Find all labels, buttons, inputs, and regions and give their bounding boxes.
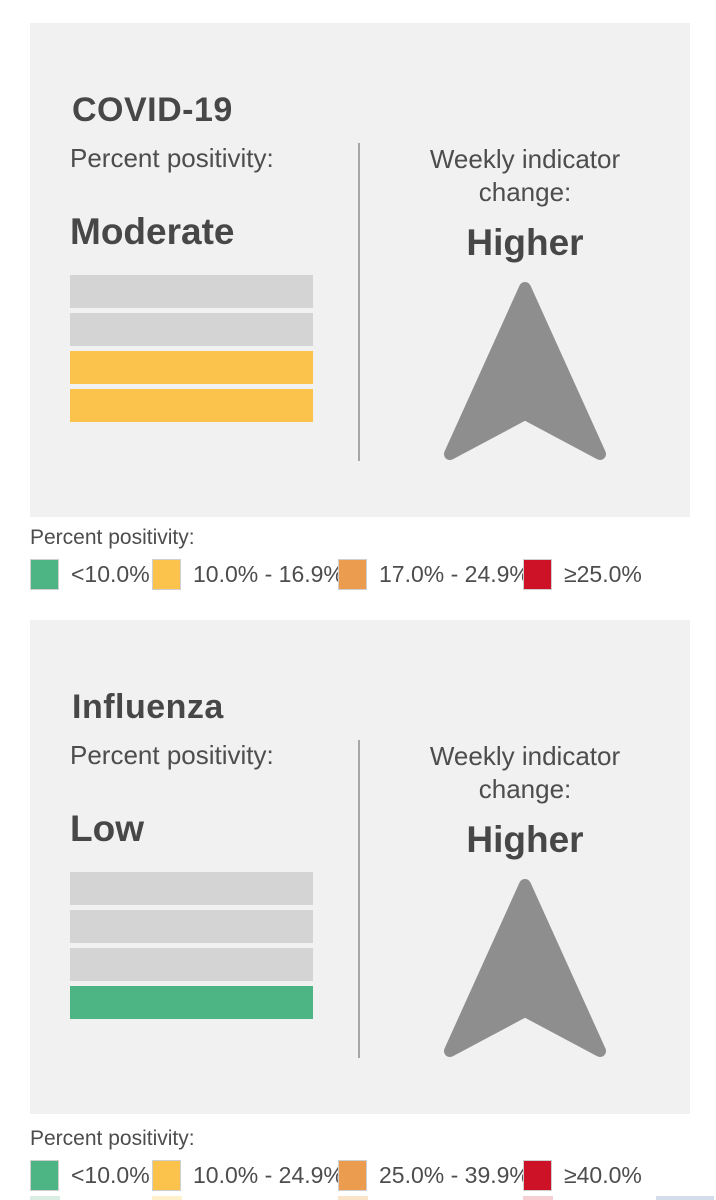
legend-swatch-green [30,559,59,590]
covid-positivity-legend: Percent positivity: <10.0% 10.0% - 16.9%… [30,526,690,593]
higher-arrow-icon [440,873,610,1061]
legend-label: 17.0% - 24.9% [379,561,530,587]
legend-swatch-yellow [152,1160,181,1191]
influenza-indicator-card: Influenza Percent positivity: Low Weekly… [30,620,690,1114]
weekly-indicator-change-label: Weekly indicator change: [429,741,621,804]
positivity-level-bars [70,872,313,1019]
level-bar [70,948,313,981]
legend-label: 10.0% - 16.9% [193,561,344,587]
legend-swatch-yellow [152,559,181,590]
clipped-swatch [30,1196,60,1200]
clipped-swatch [152,1196,182,1200]
legend-item: ≥40.0% [523,1160,642,1191]
weekly-indicator-change-value: Higher [466,819,584,860]
level-bar [70,910,313,943]
legend-label: 10.0% - 24.9% [193,1162,344,1188]
legend-item: 25.0% - 39.9% [338,1160,530,1191]
covid-19-indicator-card: COVID-19 Percent positivity: Moderate We… [30,23,690,517]
clipped-swatch [338,1196,368,1200]
legend-row: <10.0% 10.0% - 16.9% 17.0% - 24.9% ≥25.0… [30,559,690,593]
level-bar [70,351,313,384]
influenza-positivity-legend: Percent positivity: <10.0% 10.0% - 24.9%… [30,1127,690,1194]
legend-label: <10.0% [71,561,150,587]
higher-arrow-icon [440,276,610,464]
level-bar [70,275,313,308]
level-bar [70,313,313,346]
clipped-swatch [523,1196,553,1200]
legend-row: <10.0% 10.0% - 24.9% 25.0% - 39.9% ≥40.0… [30,1160,690,1194]
legend-item: 10.0% - 24.9% [152,1160,344,1191]
weekly-change-section: Weekly indicator change: Higher [365,740,685,1061]
weekly-indicator-change-label: Weekly indicator change: [429,144,621,207]
legend-item: 17.0% - 24.9% [338,559,530,590]
legend-item: 10.0% - 16.9% [152,559,344,590]
legend-title: Percent positivity: [30,1127,195,1150]
percent-positivity-level: Low [70,808,144,849]
percent-positivity-level: Moderate [70,211,235,252]
legend-item: <10.0% [30,559,150,590]
weekly-change-section: Weekly indicator change: Higher [365,143,685,464]
percent-positivity-label: Percent positivity: [70,740,274,770]
legend-label: 25.0% - 39.9% [379,1162,530,1188]
legend-label: <10.0% [71,1162,150,1188]
level-bar [70,389,313,422]
card-title: Influenza [72,688,224,727]
level-bar [70,986,313,1019]
legend-item: ≥25.0% [523,559,642,590]
weekly-indicator-change-value: Higher [466,222,584,263]
card-title: COVID-19 [72,91,233,130]
legend-label: ≥25.0% [564,561,642,587]
clipped-next-legend-strip [0,1196,716,1200]
clipped-swatch [656,1196,714,1200]
vertical-divider [358,143,360,461]
legend-item: <10.0% [30,1160,150,1191]
vertical-divider [358,740,360,1058]
positivity-level-bars [70,275,313,422]
level-bar [70,872,313,905]
percent-positivity-label: Percent positivity: [70,143,274,173]
legend-swatch-red [523,1160,552,1191]
legend-title: Percent positivity: [30,526,195,549]
legend-label: ≥40.0% [564,1162,642,1188]
legend-swatch-orange [338,1160,367,1191]
legend-swatch-green [30,1160,59,1191]
legend-swatch-red [523,559,552,590]
legend-swatch-orange [338,559,367,590]
